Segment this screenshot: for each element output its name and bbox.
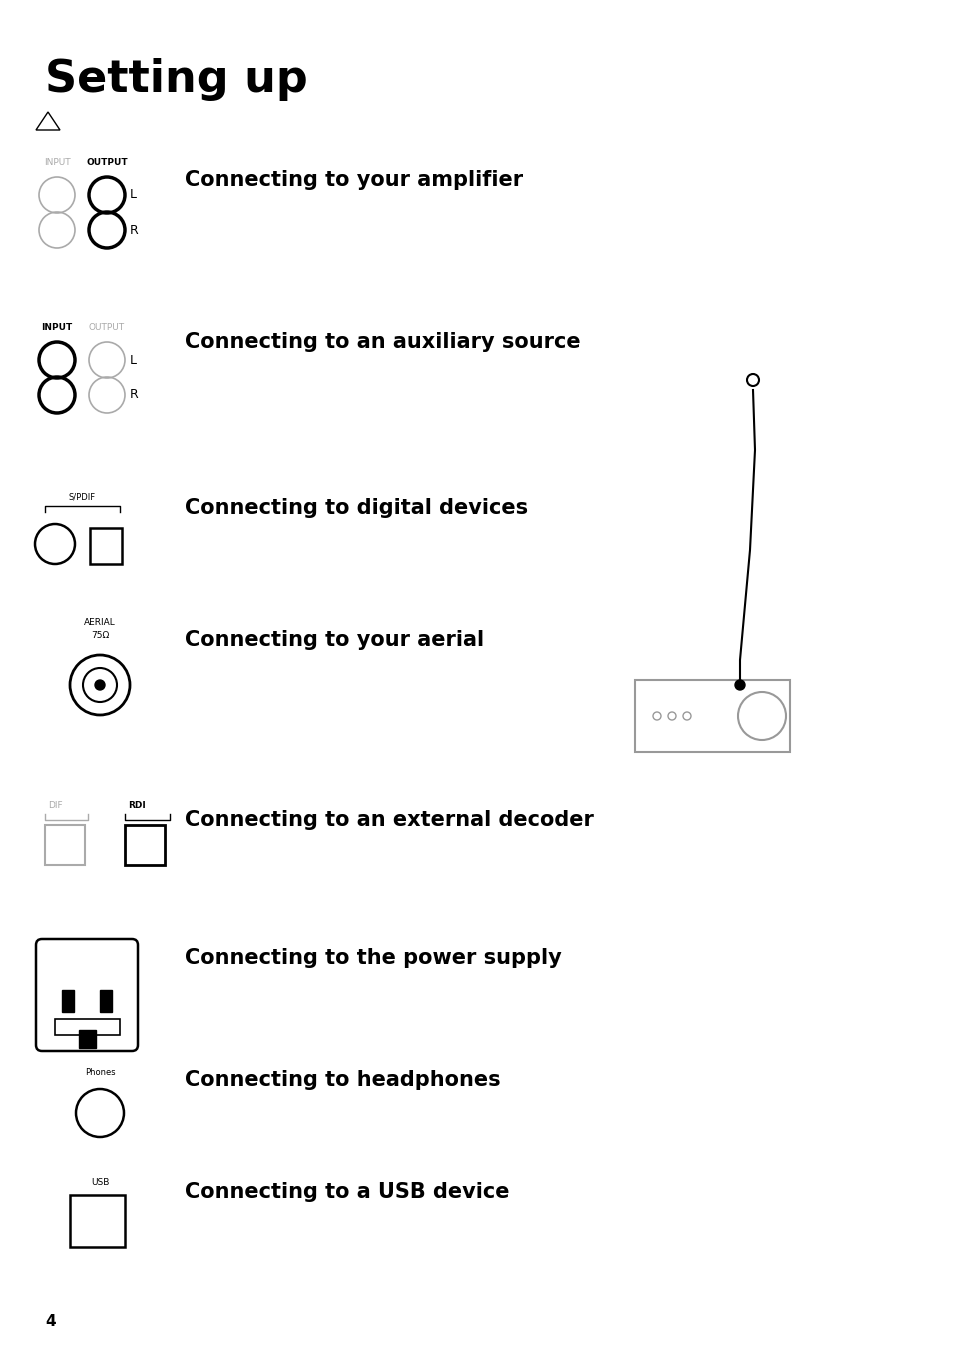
Text: DIF: DIF: [48, 801, 63, 811]
Text: AERIAL: AERIAL: [84, 617, 115, 627]
Circle shape: [734, 680, 744, 690]
Text: Connecting to your aerial: Connecting to your aerial: [185, 630, 483, 650]
Bar: [45, 825, 85, 865]
Text: RDI: RDI: [128, 801, 146, 811]
Text: Connecting to headphones: Connecting to headphones: [185, 1070, 500, 1090]
Bar: [635, 680, 789, 753]
Text: Setting up: Setting up: [45, 58, 308, 101]
Text: L: L: [130, 189, 137, 201]
Bar: [70, 1196, 125, 1247]
Text: S/PDIF: S/PDIF: [69, 493, 95, 503]
Text: INPUT: INPUT: [44, 158, 71, 168]
Text: R: R: [130, 389, 138, 401]
Text: Connecting to a USB device: Connecting to a USB device: [185, 1182, 509, 1202]
Bar: [55, 1019, 120, 1035]
Text: Connecting to your amplifier: Connecting to your amplifier: [185, 170, 522, 190]
Bar: [62, 990, 74, 1012]
Text: OUTPUT: OUTPUT: [86, 158, 128, 168]
Text: USB: USB: [91, 1178, 109, 1188]
Text: Connecting to digital devices: Connecting to digital devices: [185, 499, 528, 517]
Bar: [90, 528, 122, 563]
Bar: [79, 1029, 96, 1048]
Bar: [100, 990, 112, 1012]
Text: 4: 4: [45, 1315, 55, 1329]
Text: Connecting to an external decoder: Connecting to an external decoder: [185, 811, 594, 830]
Text: INPUT: INPUT: [41, 323, 72, 332]
Text: Phones: Phones: [85, 1069, 115, 1077]
Bar: [125, 825, 165, 865]
Circle shape: [95, 680, 105, 690]
Text: Connecting to an auxiliary source: Connecting to an auxiliary source: [185, 332, 580, 353]
Text: 75Ω: 75Ω: [91, 631, 109, 640]
Text: OUTPUT: OUTPUT: [89, 323, 125, 332]
Text: R: R: [130, 223, 138, 236]
Text: L: L: [130, 354, 137, 366]
Text: Connecting to the power supply: Connecting to the power supply: [185, 948, 561, 969]
